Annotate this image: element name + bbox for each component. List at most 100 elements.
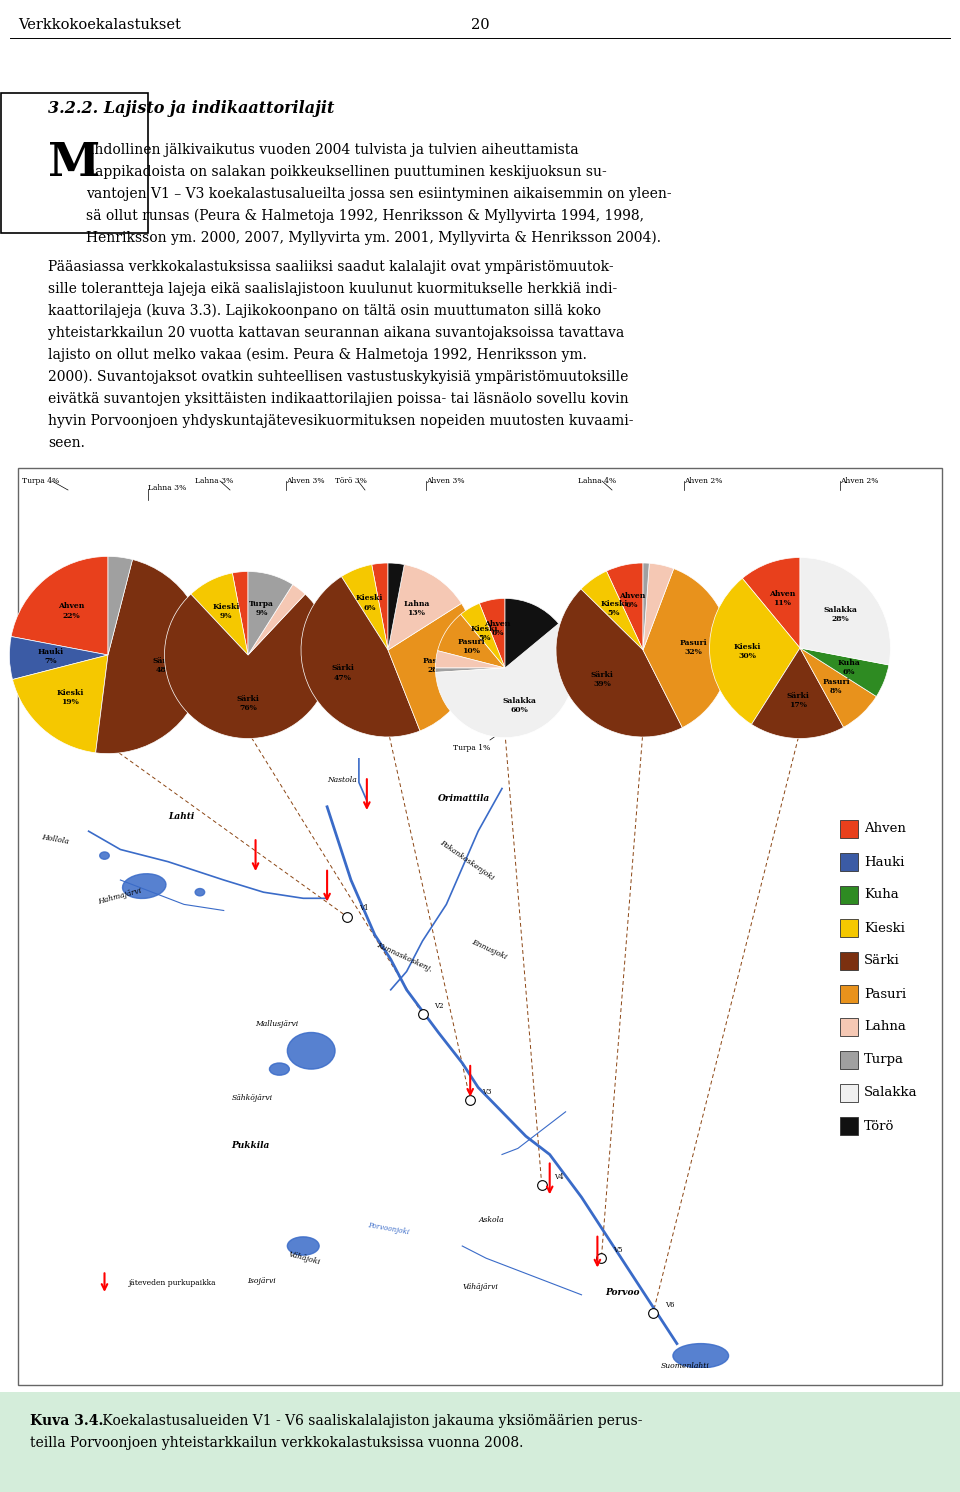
- Wedge shape: [96, 560, 206, 753]
- Text: Pasuri
32%: Pasuri 32%: [680, 639, 708, 656]
- Text: Lahna
13%: Lahna 13%: [403, 600, 429, 616]
- Text: Verkkokoekalastukset: Verkkokoekalastukset: [18, 18, 180, 31]
- Bar: [840, 886, 858, 904]
- Text: Suomenlahti: Suomenlahti: [661, 1362, 709, 1370]
- Wedge shape: [752, 648, 844, 739]
- Wedge shape: [643, 568, 730, 728]
- Text: Porvoonjoki: Porvoonjoki: [367, 1220, 410, 1235]
- Wedge shape: [800, 558, 891, 665]
- Text: Kuha: Kuha: [864, 889, 899, 901]
- Text: Hauki: Hauki: [864, 855, 904, 868]
- Wedge shape: [643, 562, 649, 651]
- Wedge shape: [436, 624, 575, 737]
- Text: Ahven
6%: Ahven 6%: [484, 619, 511, 637]
- Text: Turpa 4%: Turpa 4%: [22, 477, 60, 485]
- Text: Orimattila: Orimattila: [439, 794, 491, 803]
- Bar: [840, 985, 858, 1003]
- Text: V5: V5: [613, 1246, 623, 1255]
- Text: Kunnaskoskenj.: Kunnaskoskenj.: [374, 940, 433, 973]
- Text: Lahna 3%: Lahna 3%: [195, 477, 233, 485]
- Text: Kieski
19%: Kieski 19%: [57, 689, 84, 707]
- Wedge shape: [301, 576, 420, 737]
- Text: Kieski: Kieski: [864, 922, 905, 934]
- Wedge shape: [505, 598, 559, 668]
- Text: Mallusjärvi: Mallusjärvi: [255, 1021, 299, 1028]
- Text: Särki
48%: Särki 48%: [153, 656, 176, 674]
- Bar: [840, 1118, 858, 1135]
- Text: Ahven
11%: Ahven 11%: [769, 589, 796, 607]
- Wedge shape: [388, 603, 475, 731]
- Text: Turpa
9%: Turpa 9%: [249, 600, 274, 618]
- Text: Pakankoskenjoki: Pakankoskenjoki: [439, 839, 495, 882]
- Text: vantojen V1 – V3 koekalastusalueilta jossa sen esiintyminen aikaisemmin on yleen: vantojen V1 – V3 koekalastusalueilta jos…: [86, 186, 672, 201]
- Text: Vähäjärvi: Vähäjärvi: [463, 1283, 498, 1291]
- Text: Pasuri: Pasuri: [864, 988, 906, 1001]
- Text: lajisto on ollut melko vakaa (esim. Peura & Halmetoja 1992, Henriksson ym.: lajisto on ollut melko vakaa (esim. Peur…: [48, 348, 587, 363]
- Ellipse shape: [287, 1237, 319, 1255]
- Wedge shape: [709, 579, 800, 725]
- Wedge shape: [248, 585, 305, 655]
- Text: V6: V6: [665, 1301, 675, 1308]
- Text: Lahti: Lahti: [168, 812, 194, 821]
- Text: Ennusjoki: Ennusjoki: [470, 938, 508, 961]
- Text: sä ollut runsas (Peura & Halmetoja 1992, Henriksson & Myllyvirta 1994, 1998,: sä ollut runsas (Peura & Halmetoja 1992,…: [86, 209, 644, 224]
- Text: Kieski
5%: Kieski 5%: [600, 600, 628, 618]
- Text: Vähäjoki: Vähäjoki: [287, 1250, 321, 1267]
- Ellipse shape: [195, 889, 204, 895]
- Wedge shape: [10, 637, 108, 679]
- Text: M: M: [48, 140, 101, 186]
- Text: Särki
47%: Särki 47%: [331, 664, 354, 682]
- Text: Ahven 2%: Ahven 2%: [840, 477, 878, 485]
- Wedge shape: [164, 594, 331, 739]
- Text: Pääasiassa verkkokalastuksissa saaliiksi saadut kalalajit ovat ympäristömuutok-: Pääasiassa verkkokalastuksissa saaliiksi…: [48, 260, 613, 275]
- Text: hyvin Porvoonjoen yhdyskuntajätevesikuormituksen nopeiden muutosten kuvaami-: hyvin Porvoonjoen yhdyskuntajätevesikuor…: [48, 413, 634, 428]
- Text: 3.2.2. Lajisto ja indikaattorilajit: 3.2.2. Lajisto ja indikaattorilajit: [48, 100, 334, 116]
- Ellipse shape: [123, 874, 166, 898]
- Text: Kuha
6%: Kuha 6%: [837, 659, 860, 676]
- Bar: [18, 468, 942, 1385]
- Text: Ahven 3%: Ahven 3%: [286, 477, 324, 485]
- Text: Porvoo: Porvoo: [606, 1288, 640, 1297]
- Text: Törö 3%: Törö 3%: [335, 477, 367, 485]
- Text: Kieski
9%: Kieski 9%: [212, 603, 240, 621]
- Wedge shape: [742, 558, 800, 648]
- Text: Koekalastusalueiden V1 - V6 saaliskalalajiston jakauma yksiömäärien perus-: Koekalastusalueiden V1 - V6 saaliskalala…: [98, 1414, 642, 1428]
- Text: Pasuri
8%: Pasuri 8%: [822, 677, 850, 695]
- Text: Ahven: Ahven: [864, 822, 906, 836]
- Wedge shape: [388, 564, 462, 651]
- Text: 2000). Suvantojaksot ovatkin suhteellisen vastustuskykyisiä ympäristömuutoksille: 2000). Suvantojaksot ovatkin suhteellise…: [48, 370, 629, 385]
- Text: Askola: Askola: [478, 1216, 504, 1223]
- Text: Turpa 1%: Turpa 1%: [453, 745, 491, 752]
- Text: yhteistarkkailun 20 vuotta kattavan seurannan aikana suvantojaksoissa tavattava: yhteistarkkailun 20 vuotta kattavan seur…: [48, 325, 624, 340]
- Wedge shape: [248, 571, 293, 655]
- Text: Hollola: Hollola: [41, 833, 70, 846]
- Text: V4: V4: [554, 1173, 564, 1180]
- Bar: [840, 853, 858, 871]
- Text: Törö: Törö: [864, 1119, 895, 1132]
- Wedge shape: [342, 564, 388, 651]
- Text: Ahven
22%: Ahven 22%: [59, 603, 84, 619]
- Bar: [840, 952, 858, 970]
- Text: Sähköjärvi: Sähköjärvi: [231, 1094, 273, 1101]
- Bar: [840, 919, 858, 937]
- Wedge shape: [800, 648, 889, 697]
- Wedge shape: [436, 668, 505, 673]
- Text: Hahmajärvi: Hahmajärvi: [97, 888, 142, 907]
- Wedge shape: [438, 615, 505, 668]
- Text: Hauki
7%: Hauki 7%: [37, 648, 64, 665]
- Ellipse shape: [100, 852, 109, 859]
- Wedge shape: [436, 651, 505, 668]
- Text: happikadoista on salakan poikkeuksellinen puuttuminen keskijuoksun su-: happikadoista on salakan poikkeukselline…: [86, 166, 607, 179]
- Text: sille tolerantteja lajeja eikä saalislajistoon kuulunut kuormitukselle herkkiä i: sille tolerantteja lajeja eikä saalislaj…: [48, 282, 617, 295]
- Wedge shape: [108, 557, 132, 655]
- Text: V3: V3: [482, 1088, 492, 1095]
- Wedge shape: [12, 655, 108, 753]
- Text: Särki
39%: Särki 39%: [590, 671, 613, 688]
- Wedge shape: [388, 562, 404, 651]
- Bar: [840, 1018, 858, 1035]
- Text: Särki: Särki: [864, 955, 900, 967]
- Text: seen.: seen.: [48, 436, 84, 451]
- Wedge shape: [232, 571, 248, 655]
- Text: Lahna 3%: Lahna 3%: [148, 483, 186, 492]
- Text: Lahna: Lahna: [864, 1021, 906, 1034]
